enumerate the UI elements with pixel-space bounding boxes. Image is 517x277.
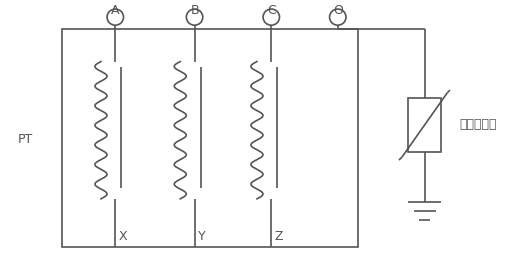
Bar (408, 98, 442, 152)
Text: C: C (267, 4, 276, 17)
Text: 一次消谐器: 一次消谐器 (459, 118, 497, 131)
Bar (62, 29, 358, 247)
Text: PT: PT (18, 133, 34, 146)
Text: O: O (333, 4, 343, 17)
Text: Z: Z (275, 230, 283, 243)
Text: A: A (111, 4, 119, 17)
Text: Y: Y (199, 230, 206, 243)
Text: X: X (119, 230, 127, 243)
Text: B: B (190, 4, 199, 17)
